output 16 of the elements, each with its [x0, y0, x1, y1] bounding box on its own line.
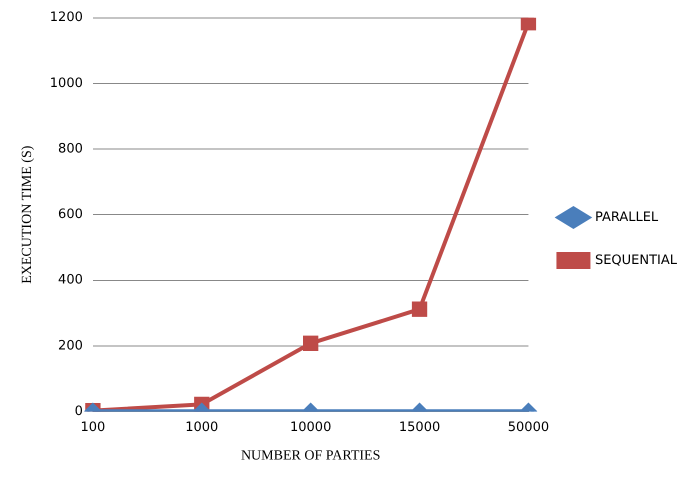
- y-tick-label: 0: [74, 404, 83, 419]
- x-tick-label: 10000: [290, 420, 332, 435]
- y-tick-label: 800: [58, 141, 83, 156]
- y-tick-label: 200: [58, 338, 83, 354]
- legend-label: PARALLEL: [594, 210, 659, 225]
- x-tick-label: 1000: [185, 420, 218, 435]
- legend-label: SEQUENTIAL: [594, 252, 678, 268]
- y-tick-label: 400: [58, 272, 83, 288]
- y-tick-label: 1200: [50, 10, 83, 26]
- y-tick-label: 1000: [50, 76, 83, 91]
- y-tick-label: 600: [58, 207, 83, 222]
- x-tick-label: 100: [80, 420, 106, 435]
- x-axis-title: NUMBER OF PARTIES: [240, 448, 380, 464]
- y-axis-title: EXECUTION TIME (S): [20, 145, 36, 284]
- x-tick-label: 15000: [398, 420, 440, 435]
- x-tick-label: 50000: [508, 420, 550, 435]
